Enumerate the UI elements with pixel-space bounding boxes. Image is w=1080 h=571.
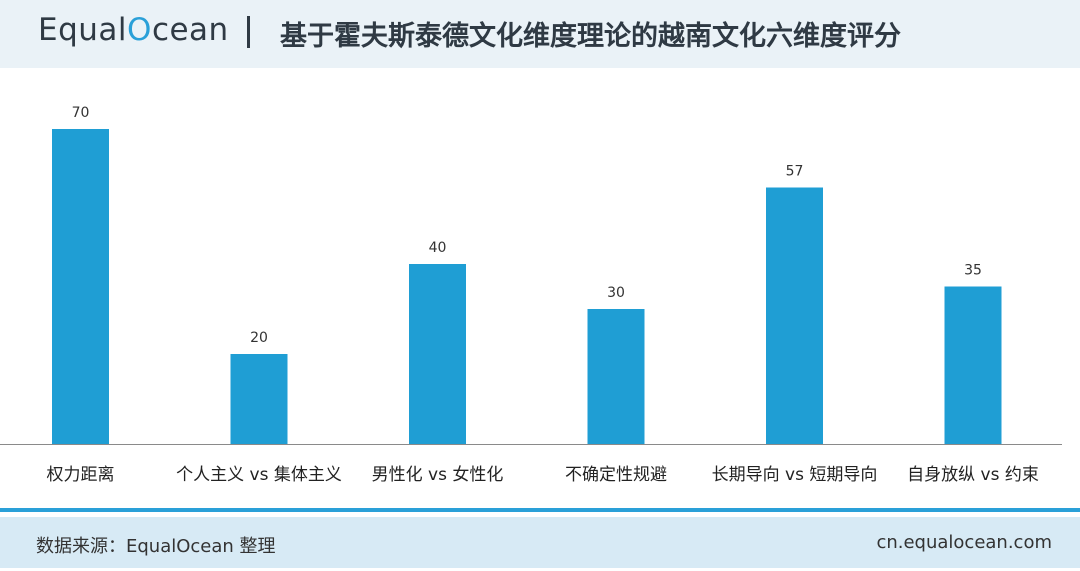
bar-chart: 70 权力距离 20 个人主义 vs 集体主义 40 男性化 vs 女性化 30 不确定性规避… <box>0 105 1062 485</box>
bar-5 <box>944 286 1002 444</box>
bar-3 <box>587 309 645 444</box>
title-separator <box>247 16 250 48</box>
data-label-3: 30 <box>607 285 625 301</box>
bar-2 <box>409 264 466 444</box>
logo-mark: O <box>127 12 152 48</box>
data-label-4: 57 <box>786 164 804 180</box>
bar-0 <box>52 129 109 444</box>
category-label-1: 个人主义 vs 集体主义 <box>176 465 342 485</box>
data-label-2: 40 <box>429 240 447 256</box>
logo-prefix: Equal <box>38 12 128 48</box>
header: EqualOcean 基于霍夫斯泰德文化维度理论的越南文化六维度评分 <box>0 0 1080 68</box>
data-source-note: 数据来源：EqualOcean 整理 <box>36 536 276 557</box>
data-label-0: 70 <box>72 105 90 121</box>
page-title: 基于霍夫斯泰德文化维度理论的越南文化六维度评分 <box>280 21 901 52</box>
category-label-5: 自身放纵 vs 约束 <box>907 465 1039 485</box>
data-label-1: 20 <box>250 330 268 346</box>
category-label-4: 长期导向 vs 短期导向 <box>712 465 878 485</box>
footer: 数据来源：EqualOcean 整理 cn.equalocean.com <box>0 517 1080 568</box>
equalocean-logo: EqualOcean <box>38 12 229 48</box>
category-label-0: 权力距离 <box>47 465 115 485</box>
category-label-3: 不确定性规避 <box>565 465 667 485</box>
bar-1 <box>230 354 288 444</box>
logo-suffix: cean <box>151 12 229 48</box>
bar-4 <box>766 187 823 444</box>
footer-divider <box>0 508 1080 512</box>
category-label-2: 男性化 vs 女性化 <box>372 465 504 485</box>
data-label-5: 35 <box>964 263 982 279</box>
site-url: cn.equalocean.com <box>876 532 1052 553</box>
